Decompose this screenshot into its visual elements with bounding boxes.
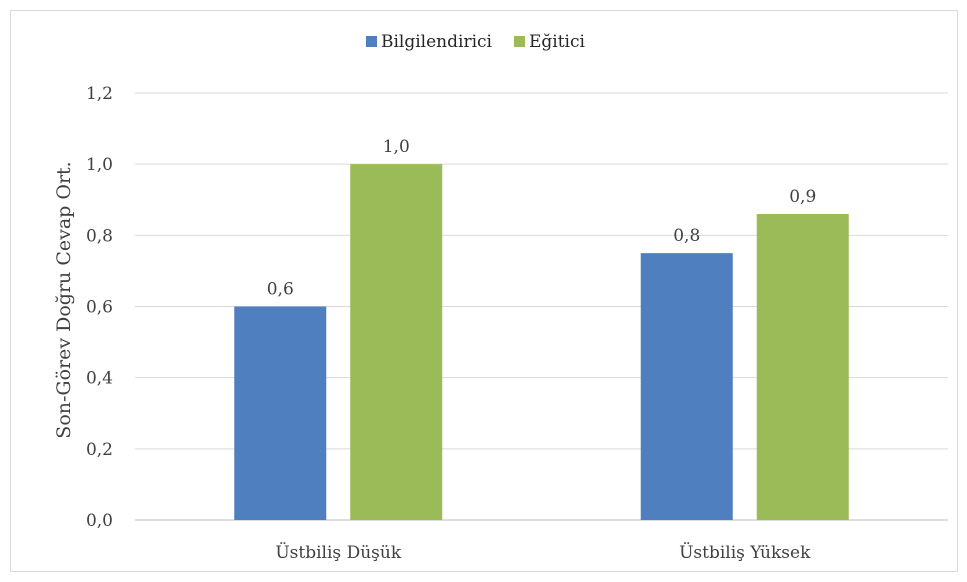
data-label: 0,9 (789, 187, 816, 207)
x-category-label: Üstbiliş Yüksek (679, 542, 811, 563)
x-category-label: Üstbiliş Düşük (275, 542, 401, 563)
data-label: 1,0 (383, 137, 410, 157)
legend-swatch (366, 36, 377, 47)
data-label: 0,8 (673, 226, 700, 246)
bar (234, 306, 327, 520)
legend-label: Eğitici (529, 32, 586, 52)
bar (756, 213, 849, 520)
legend-swatch (513, 36, 525, 47)
data-label: 0,6 (267, 280, 294, 300)
bar (640, 253, 733, 520)
y-tick-label: 0,2 (86, 440, 113, 460)
y-tick-label: 1,2 (86, 84, 113, 104)
y-axis-label: Son-Görev Doğru Cevap Ort. (53, 161, 75, 438)
legend-label: Bilgilendirici (381, 32, 493, 52)
y-tick-label: 0,4 (86, 369, 113, 389)
y-tick-label: 0,8 (86, 226, 113, 246)
y-tick-label: 0,0 (86, 511, 113, 531)
y-tick-label: 1,0 (86, 155, 113, 175)
bar (350, 164, 443, 520)
y-tick-label: 0,6 (86, 298, 113, 318)
